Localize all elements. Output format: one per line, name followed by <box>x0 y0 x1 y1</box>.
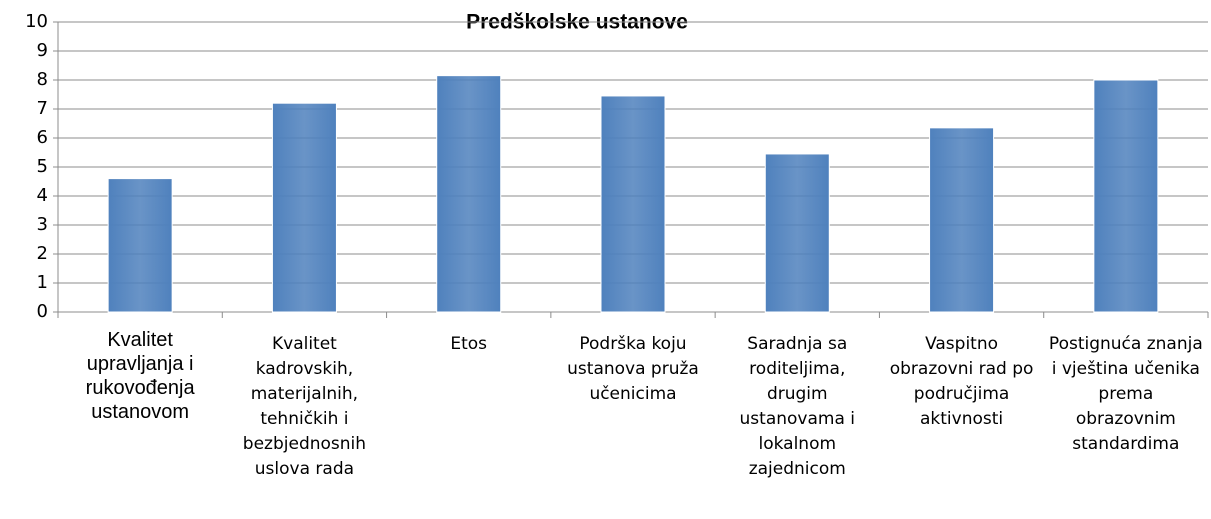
x-tick-label: Kvalitet upravljanja i rukovođenja ustan… <box>85 329 195 423</box>
y-tick-label: 4 <box>37 185 48 206</box>
y-tick-label: 7 <box>37 98 48 119</box>
bar <box>436 75 502 313</box>
y-tick-label: 5 <box>37 156 48 177</box>
y-tick-label: 0 <box>37 301 48 322</box>
x-tick-label: Podrška koju ustanova pruža učenicima <box>567 334 699 404</box>
bar <box>1093 79 1159 313</box>
y-tick-label: 6 <box>37 127 48 148</box>
bar <box>764 153 830 313</box>
x-tick-label: Saradnja sa roditeljima, drugim ustanova… <box>739 334 856 479</box>
x-tick-label: Vaspitno obrazovni rad po područjima akt… <box>889 334 1034 429</box>
y-tick-label: 3 <box>37 214 48 235</box>
bar <box>600 95 666 313</box>
y-tick-label: 8 <box>37 69 48 90</box>
y-tick-label: 1 <box>37 272 48 293</box>
y-tick-label: 9 <box>37 40 48 61</box>
x-tick-label: Etos <box>450 334 488 354</box>
x-tick-label: Kvalitet kadrovskih, materijalnih, tehni… <box>242 334 367 479</box>
bar <box>107 178 173 313</box>
bar <box>929 127 995 313</box>
bar <box>271 102 337 313</box>
x-tick-label: Postignuća znanja i vještina učenika pre… <box>1048 334 1203 454</box>
y-tick-label: 10 <box>25 11 48 32</box>
y-tick-label: 2 <box>37 243 48 264</box>
